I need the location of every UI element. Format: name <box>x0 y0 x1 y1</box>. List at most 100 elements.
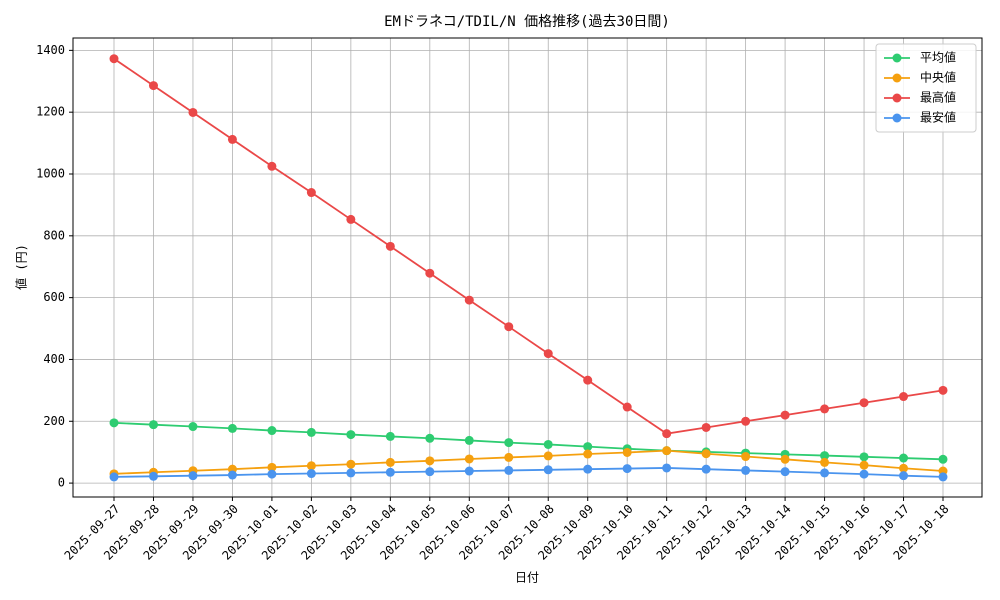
data-point <box>227 134 237 144</box>
data-point <box>780 410 790 420</box>
data-point <box>385 457 395 467</box>
data-point <box>109 472 119 482</box>
data-point <box>306 469 316 479</box>
data-point <box>622 464 632 474</box>
data-point <box>543 465 553 475</box>
data-point <box>543 439 553 449</box>
data-point <box>109 54 119 64</box>
data-point <box>899 471 909 481</box>
series-line <box>113 57 944 435</box>
data-point <box>859 398 869 408</box>
data-point <box>820 457 830 467</box>
data-point <box>267 469 277 479</box>
data-point <box>227 470 237 480</box>
data-point <box>583 449 593 459</box>
data-point <box>622 447 632 457</box>
data-point <box>741 452 751 462</box>
series-line <box>113 449 944 475</box>
data-point <box>306 461 316 471</box>
data-point <box>464 454 474 464</box>
y-tick-label: 400 <box>43 352 65 366</box>
data-point <box>188 107 198 117</box>
legend-marker <box>892 93 902 103</box>
y-tick-label: 1000 <box>36 167 65 181</box>
y-tick-label: 0 <box>58 476 65 490</box>
data-point <box>780 454 790 464</box>
data-point <box>899 392 909 402</box>
data-point <box>464 295 474 305</box>
data-point <box>583 464 593 474</box>
data-point <box>425 456 435 466</box>
data-point <box>741 465 751 475</box>
data-point <box>109 418 119 428</box>
data-point <box>385 241 395 251</box>
data-point <box>346 468 356 478</box>
legend-label: 最安値 <box>920 110 956 125</box>
data-point <box>622 402 632 412</box>
data-point <box>662 463 672 473</box>
data-point <box>425 467 435 477</box>
legend-label: 最高値 <box>920 90 956 105</box>
data-point <box>148 81 158 91</box>
legend-label: 中央値 <box>920 70 956 85</box>
data-point <box>504 452 514 462</box>
data-point <box>188 422 198 432</box>
data-point <box>820 404 830 414</box>
data-point <box>504 322 514 332</box>
series-line <box>113 467 944 478</box>
data-point <box>227 423 237 433</box>
y-tick-label: 600 <box>43 290 65 304</box>
data-point <box>346 459 356 469</box>
data-point <box>701 422 711 432</box>
data-point <box>543 451 553 461</box>
data-point <box>267 462 277 472</box>
chart-title: EMドラネコ/TDIL/N 価格推移(過去30日間) <box>384 14 670 30</box>
legend-box <box>875 43 977 133</box>
y-tick-label: 1200 <box>36 105 65 119</box>
data-point <box>938 385 948 395</box>
data-point <box>464 435 474 445</box>
data-point <box>148 471 158 481</box>
data-point <box>899 453 909 463</box>
data-point <box>425 268 435 278</box>
data-point <box>543 349 553 359</box>
data-point <box>662 446 672 456</box>
y-tick-label: 800 <box>43 228 65 242</box>
data-point <box>701 449 711 459</box>
data-point <box>267 426 277 436</box>
legend-label: 平均値 <box>920 50 956 65</box>
data-point <box>820 468 830 478</box>
data-point <box>820 451 830 461</box>
data-point <box>583 442 593 452</box>
y-axis-label: 値 (円) <box>14 244 29 290</box>
legend-marker <box>892 73 902 83</box>
data-point <box>385 431 395 441</box>
data-point <box>741 416 751 426</box>
data-point <box>504 438 514 448</box>
plot-frame <box>72 37 983 498</box>
data-point <box>859 452 869 462</box>
data-point <box>938 472 948 482</box>
data-point <box>306 427 316 437</box>
y-tick-label: 1400 <box>36 43 65 57</box>
data-point <box>148 420 158 430</box>
data-point <box>504 465 514 475</box>
data-point <box>346 430 356 440</box>
data-point <box>859 469 869 479</box>
data-point <box>938 454 948 464</box>
data-point <box>859 460 869 470</box>
data-point <box>701 464 711 474</box>
data-point <box>662 429 672 439</box>
data-point <box>780 467 790 477</box>
data-point <box>583 375 593 385</box>
series-line <box>113 421 944 461</box>
data-point <box>425 433 435 443</box>
legend-marker <box>892 53 902 63</box>
data-point <box>346 214 356 224</box>
data-point <box>267 161 277 171</box>
x-axis-label: 日付 <box>515 571 539 585</box>
data-point <box>306 188 316 198</box>
legend-marker <box>892 113 902 123</box>
data-point <box>464 466 474 476</box>
